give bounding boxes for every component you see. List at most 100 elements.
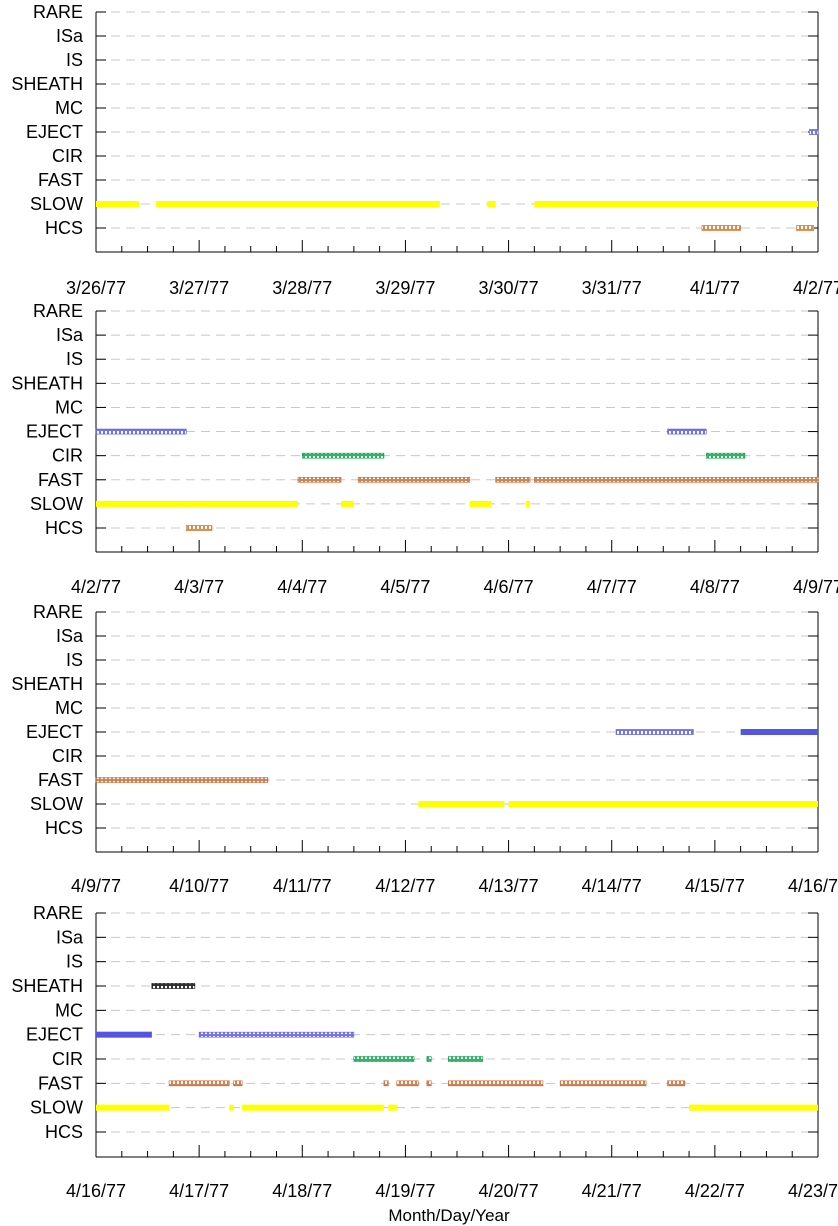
interval-eject: [667, 428, 707, 435]
category-label: SLOW: [30, 794, 83, 814]
category-label: SHEATH: [11, 976, 83, 996]
category-label: HCS: [45, 1122, 83, 1142]
category-label: HCS: [45, 818, 83, 838]
interval-slow: [534, 201, 818, 207]
category-label: CIR: [52, 146, 83, 166]
category-label: EJECT: [26, 1025, 83, 1045]
interval-slow: [156, 201, 440, 207]
interval-cir: [353, 1056, 415, 1062]
interval-slow: [508, 801, 818, 807]
interval-slow: [340, 500, 354, 507]
x-axis-title: Month/Day/Year: [388, 1206, 510, 1225]
x-tick-label: 4/7/77: [587, 577, 637, 597]
x-tick-label: 4/6/77: [484, 577, 534, 597]
interval-fast: [383, 1080, 389, 1087]
x-tick-label: 4/11/77: [273, 876, 332, 896]
x-tick-label: 4/2/77: [793, 278, 838, 298]
category-label: ISa: [56, 927, 84, 947]
interval-fast: [495, 476, 531, 483]
x-tick-label: 4/22/77: [685, 1181, 745, 1201]
x-tick-label: 4/16/77: [788, 876, 838, 896]
interval-cir: [705, 452, 746, 459]
category-label: CIR: [52, 1049, 83, 1069]
x-tick-label: 4/23/77: [788, 1181, 838, 1201]
category-label: EJECT: [26, 422, 83, 442]
x-tick-label: 4/5/77: [380, 577, 430, 597]
chart-panel: RARE ISa IS SHEATH MC EJECT CIR FAST SLOW HCS 4/16…: [11, 903, 838, 1201]
category-label: IS: [66, 952, 83, 972]
category-label: FAST: [38, 770, 83, 790]
category-label: FAST: [38, 170, 83, 190]
category-label: EJECT: [26, 722, 83, 742]
category-label: RARE: [33, 301, 83, 321]
interval-fast: [233, 1080, 243, 1087]
interval-fast: [448, 1080, 544, 1087]
interval-slow: [469, 500, 492, 507]
interval-slow: [388, 1104, 397, 1111]
interval-fast: [534, 476, 819, 483]
interval-hcs: [185, 525, 213, 531]
category-label: CIR: [52, 746, 83, 766]
category-label: EJECT: [26, 122, 83, 142]
x-tick-label: 4/3/77: [174, 577, 224, 597]
category-label: IS: [66, 50, 83, 70]
x-tick-label: 4/21/77: [582, 1181, 642, 1201]
x-tick-label: 4/9/77: [793, 577, 838, 597]
interval-fast: [168, 1080, 230, 1087]
interval-cir: [426, 1056, 432, 1062]
interval-eject: [809, 129, 819, 135]
x-tick-label: 4/4/77: [277, 577, 327, 597]
category-label: RARE: [33, 602, 83, 622]
x-tick-label: 3/27/77: [169, 278, 229, 298]
category-label: MC: [55, 397, 83, 417]
category-label: IS: [66, 650, 83, 670]
x-tick-label: 4/17/77: [169, 1181, 229, 1201]
interval-sheath: [151, 983, 196, 989]
interval-eject: [198, 1031, 355, 1038]
category-label: IS: [66, 349, 83, 369]
x-tick-label: 4/8/77: [690, 577, 740, 597]
interval-slow: [689, 1104, 818, 1111]
interval-fast: [559, 1080, 647, 1087]
x-tick-label: 4/18/77: [272, 1181, 332, 1201]
x-tick-label: 3/29/77: [375, 278, 435, 298]
interval-fast: [396, 1080, 419, 1087]
x-tick-label: 4/15/77: [685, 876, 745, 896]
x-tick-label: 4/10/77: [169, 876, 229, 896]
category-label: FAST: [38, 470, 83, 490]
category-label: HCS: [45, 218, 83, 238]
x-tick-label: 4/20/77: [479, 1181, 539, 1201]
interval-slow: [96, 1104, 170, 1111]
category-label: FAST: [38, 1073, 83, 1093]
category-label: SHEATH: [11, 74, 83, 94]
category-label: SHEATH: [11, 373, 83, 393]
category-label: HCS: [45, 518, 83, 538]
interval-slow: [96, 201, 139, 207]
x-tick-label: 4/1/77: [690, 278, 740, 298]
interval-slow: [525, 500, 531, 507]
x-tick-label: 4/19/77: [375, 1181, 435, 1201]
category-label: ISa: [56, 325, 84, 345]
x-tick-label: 4/9/77: [71, 876, 121, 896]
interval-eject: [96, 1031, 152, 1038]
interval-hcs: [796, 225, 815, 231]
category-label: ISa: [56, 26, 84, 46]
chart-panel: RARE ISa IS SHEATH MC EJECT CIR FAST SLOW HCS 4/2/…: [11, 301, 838, 597]
category-label: SLOW: [30, 494, 83, 514]
x-tick-label: 4/2/77: [71, 577, 121, 597]
interval-eject: [740, 729, 818, 735]
category-label: MC: [55, 698, 83, 718]
x-tick-label: 3/26/77: [66, 278, 126, 298]
interval-eject: [615, 729, 694, 735]
x-tick-label: 3/30/77: [479, 278, 539, 298]
chart-panel: RARE ISa IS SHEATH MC EJECT CIR FAST SLOW HCS 3/26…: [11, 2, 838, 298]
category-label: RARE: [33, 903, 83, 923]
interval-hcs: [701, 225, 741, 231]
chart-panel: RARE ISa IS SHEATH MC EJECT CIR FAST SLOW HCS 4/9/…: [11, 602, 838, 896]
category-label: ISa: [56, 626, 84, 646]
category-label: MC: [55, 98, 83, 118]
interval-slow: [487, 201, 496, 207]
x-tick-label: 4/13/77: [479, 876, 539, 896]
x-tick-label: 4/12/77: [375, 876, 435, 896]
